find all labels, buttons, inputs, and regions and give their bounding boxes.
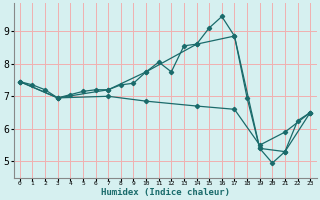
X-axis label: Humidex (Indice chaleur): Humidex (Indice chaleur) [100,188,229,197]
